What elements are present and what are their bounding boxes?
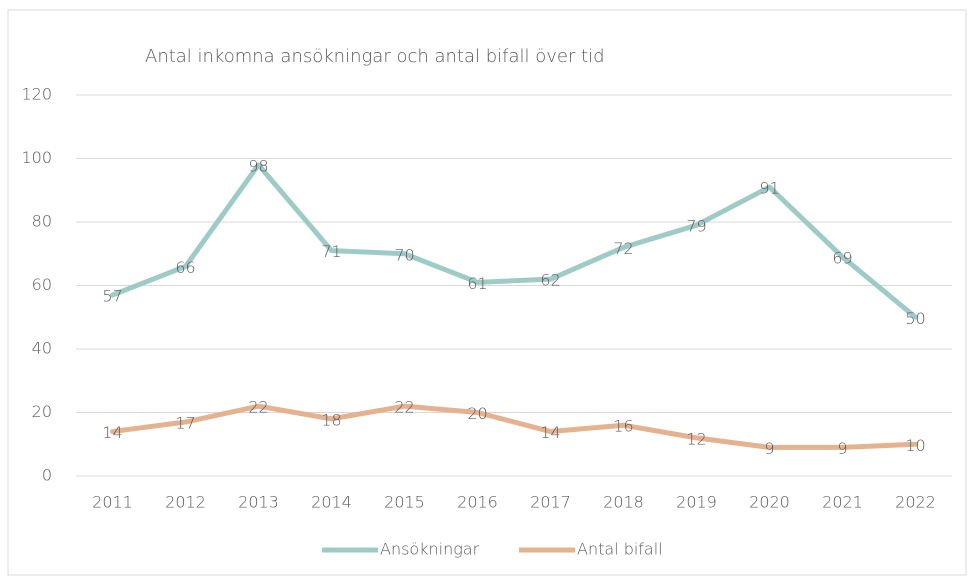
- data-label: 9: [764, 439, 774, 458]
- chart-title: Antal inkomna ansökningar och antal bifa…: [145, 46, 605, 67]
- x-tick-label: 2016: [457, 493, 498, 512]
- data-label: 91: [759, 179, 779, 198]
- x-tick-label: 2022: [895, 493, 936, 512]
- y-tick-label: 60: [32, 275, 52, 294]
- x-tick-label: 2017: [530, 493, 571, 512]
- x-tick-label: 2019: [676, 493, 717, 512]
- data-label: 20: [467, 404, 487, 423]
- series-line: [110, 403, 918, 450]
- x-tick-label: 2011: [92, 493, 133, 512]
- y-tick-label: 0: [42, 466, 52, 485]
- y-tick-label: 80: [32, 212, 52, 231]
- data-label: 69: [832, 248, 852, 267]
- data-label: 16: [613, 417, 633, 436]
- x-tick-label: 2020: [749, 493, 790, 512]
- data-label: 57: [102, 287, 122, 306]
- y-tick-label: 120: [21, 85, 52, 104]
- data-label: 22: [248, 398, 268, 417]
- data-label: 50: [905, 309, 925, 328]
- data-label: 70: [394, 245, 414, 264]
- data-label: 12: [686, 429, 706, 448]
- data-label: 72: [613, 239, 633, 258]
- data-label: 9: [837, 439, 847, 458]
- x-tick-label: 2012: [165, 493, 206, 512]
- x-tick-label: 2013: [238, 493, 279, 512]
- data-label: 79: [686, 217, 706, 236]
- chart-border: [7, 9, 967, 576]
- data-label: 66: [175, 258, 195, 277]
- x-tick-label: 2014: [311, 493, 352, 512]
- x-tick-label: 2021: [822, 493, 863, 512]
- legend-label: Antal bifall: [577, 540, 663, 559]
- x-tick-label: 2015: [384, 493, 425, 512]
- data-label: 14: [540, 423, 560, 442]
- x-tick-label: 2018: [603, 493, 644, 512]
- y-tick-label: 20: [32, 402, 52, 421]
- legend-label: Ansökningar: [380, 540, 480, 559]
- y-tick-label: 100: [21, 148, 52, 167]
- data-label: 61: [467, 274, 487, 293]
- data-label: 22: [394, 398, 414, 417]
- data-label: 71: [321, 242, 341, 261]
- series-line: [110, 162, 918, 320]
- data-label: 14: [102, 423, 122, 442]
- data-label: 98: [248, 156, 268, 175]
- data-label: 17: [175, 414, 195, 433]
- y-tick-label: 40: [32, 339, 52, 358]
- data-label: 18: [321, 410, 341, 429]
- data-label: 10: [905, 436, 925, 455]
- data-label: 62: [540, 271, 560, 290]
